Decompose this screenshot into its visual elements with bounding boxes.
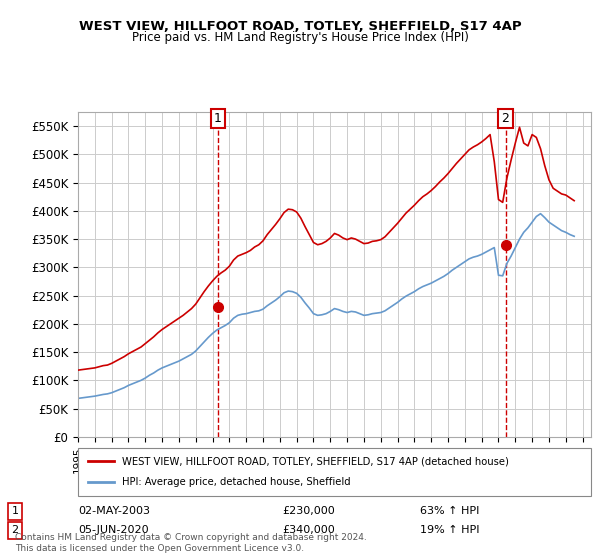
Text: 2: 2 xyxy=(11,525,19,535)
Text: WEST VIEW, HILLFOOT ROAD, TOTLEY, SHEFFIELD, S17 4AP: WEST VIEW, HILLFOOT ROAD, TOTLEY, SHEFFI… xyxy=(79,20,521,32)
Text: 02-MAY-2003: 02-MAY-2003 xyxy=(78,506,150,516)
Text: £230,000: £230,000 xyxy=(282,506,335,516)
Text: Price paid vs. HM Land Registry's House Price Index (HPI): Price paid vs. HM Land Registry's House … xyxy=(131,31,469,44)
Text: £340,000: £340,000 xyxy=(282,525,335,535)
Text: 1: 1 xyxy=(214,112,222,125)
Text: 05-JUN-2020: 05-JUN-2020 xyxy=(78,525,149,535)
Text: 2: 2 xyxy=(502,112,509,125)
Text: HPI: Average price, detached house, Sheffield: HPI: Average price, detached house, Shef… xyxy=(122,477,350,487)
Text: 19% ↑ HPI: 19% ↑ HPI xyxy=(420,525,479,535)
Text: 63% ↑ HPI: 63% ↑ HPI xyxy=(420,506,479,516)
Text: 1: 1 xyxy=(11,506,19,516)
Text: Contains HM Land Registry data © Crown copyright and database right 2024.
This d: Contains HM Land Registry data © Crown c… xyxy=(15,533,367,553)
Text: WEST VIEW, HILLFOOT ROAD, TOTLEY, SHEFFIELD, S17 4AP (detached house): WEST VIEW, HILLFOOT ROAD, TOTLEY, SHEFFI… xyxy=(122,456,508,466)
FancyBboxPatch shape xyxy=(78,448,591,496)
